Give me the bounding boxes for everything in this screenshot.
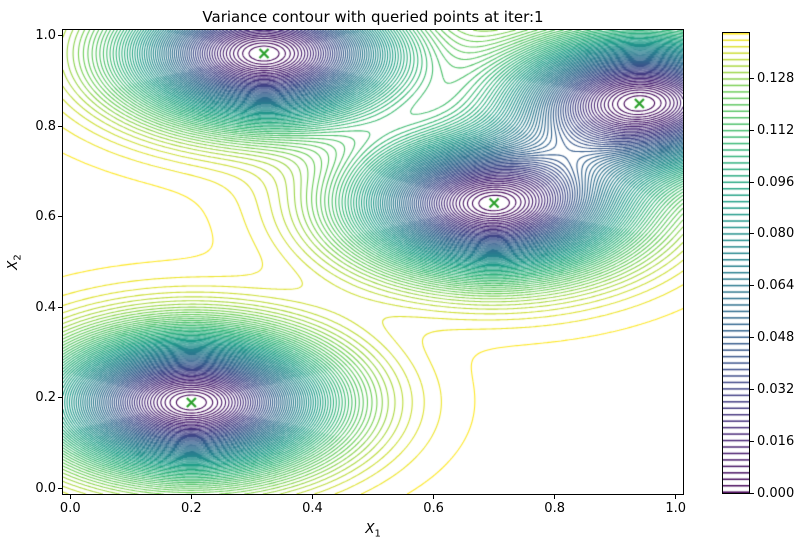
colorbar-tick-mark [750, 388, 754, 390]
colorbar-tick-mark [750, 492, 754, 494]
colorbar-tick-mark [750, 285, 754, 287]
y-tick-mark [58, 125, 62, 127]
y-tick-mark [58, 34, 62, 36]
y-tick-label: 0.2 [35, 390, 56, 406]
x-tick-mark [190, 495, 192, 499]
x-tick-label: 0.4 [302, 501, 323, 516]
colorbar-tick-label: 0.064 [757, 278, 795, 294]
x-axis-label-base: X [365, 521, 375, 537]
x-tick-mark [311, 495, 313, 499]
colorbar-tick-label: 0.112 [757, 122, 795, 138]
colorbar-tick-mark [750, 181, 754, 183]
colorbar-tick-mark [750, 233, 754, 235]
y-tick-label: 1.0 [35, 27, 56, 43]
x-tick-label: 0.8 [544, 501, 565, 516]
y-axis-label: X2 [4, 217, 24, 307]
y-tick-mark [58, 306, 62, 308]
x-tick-label: 0.6 [423, 501, 444, 516]
contour-plot-canvas [63, 30, 683, 494]
y-axis-label-sub: 2 [12, 254, 24, 261]
x-tick-label: 0.2 [181, 501, 202, 516]
y-tick-mark [58, 216, 62, 218]
y-tick-label: 0.6 [35, 209, 56, 225]
x-axis-label-sub: 1 [374, 528, 381, 540]
colorbar-tick-label: 0.000 [757, 485, 795, 501]
y-tick-mark [58, 488, 62, 490]
y-tick-mark [58, 397, 62, 399]
x-axis-label: X1 [63, 519, 683, 540]
y-axis-label-base: X [5, 260, 21, 270]
y-tick-label: 0.8 [35, 118, 56, 134]
colorbar-tick-label: 0.016 [757, 433, 795, 449]
y-tick-label: 0.4 [35, 299, 56, 315]
colorbar-tick-mark [750, 337, 754, 338]
x-tick-mark [69, 495, 71, 499]
colorbar-canvas [723, 33, 749, 493]
colorbar-tick-label: 0.080 [757, 226, 795, 242]
x-tick-mark [554, 495, 556, 499]
colorbar-tick-label: 0.032 [757, 381, 795, 397]
colorbar-tick-label: 0.128 [757, 70, 795, 86]
x-tick-label: 1.0 [665, 501, 687, 516]
y-tick-label: 0.0 [35, 481, 56, 497]
colorbar-tick-mark [750, 129, 754, 131]
colorbar-tick-label: 0.048 [757, 330, 795, 345]
x-tick-mark [433, 495, 435, 499]
chart-title: Variance contour with queried points at … [202, 8, 544, 26]
colorbar-tick-label: 0.096 [757, 174, 795, 190]
colorbar-tick-mark [750, 440, 754, 442]
colorbar-tick-mark [750, 77, 754, 79]
x-tick-label: 0.0 [59, 501, 81, 516]
x-tick-mark [675, 495, 677, 499]
